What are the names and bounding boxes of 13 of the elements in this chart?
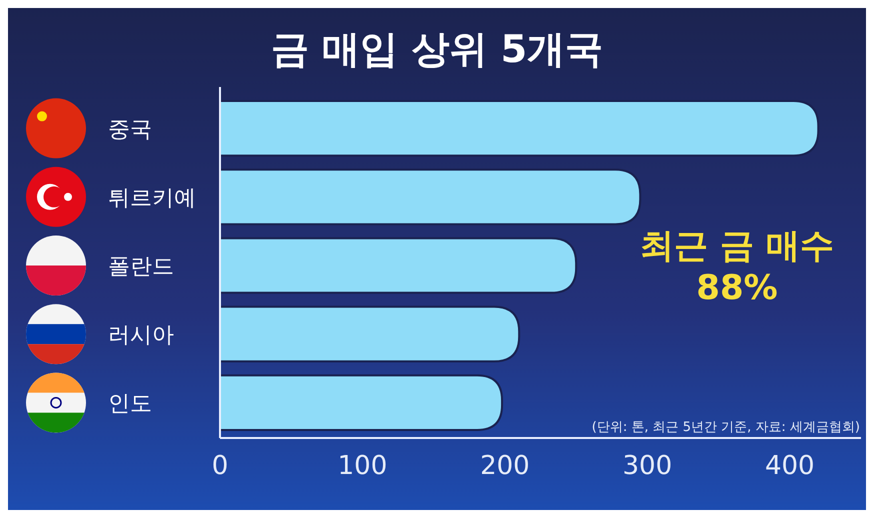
y-tick-label: 튀르키예	[108, 186, 196, 211]
chart-title: 금 매입 상위 5개국	[270, 27, 604, 71]
y-tick-label: 인도	[108, 392, 152, 417]
annotation: (단위: 톤, 최근 5년간 기준, 자료: 세계금협회)	[592, 420, 860, 435]
x-tick-label: 400	[764, 451, 815, 481]
x-tick-label: 200	[480, 451, 530, 481]
y-tick-label: 폴란드	[108, 254, 174, 280]
y-tick-label: 중국	[108, 117, 152, 142]
annotation: 최근 금 매수 88%	[640, 226, 834, 308]
x-tick-label: 100	[338, 451, 388, 481]
x-tick-label: 0	[212, 451, 228, 481]
y-tick-label: 러시아	[108, 323, 174, 348]
x-tick-label: 300	[622, 451, 672, 481]
